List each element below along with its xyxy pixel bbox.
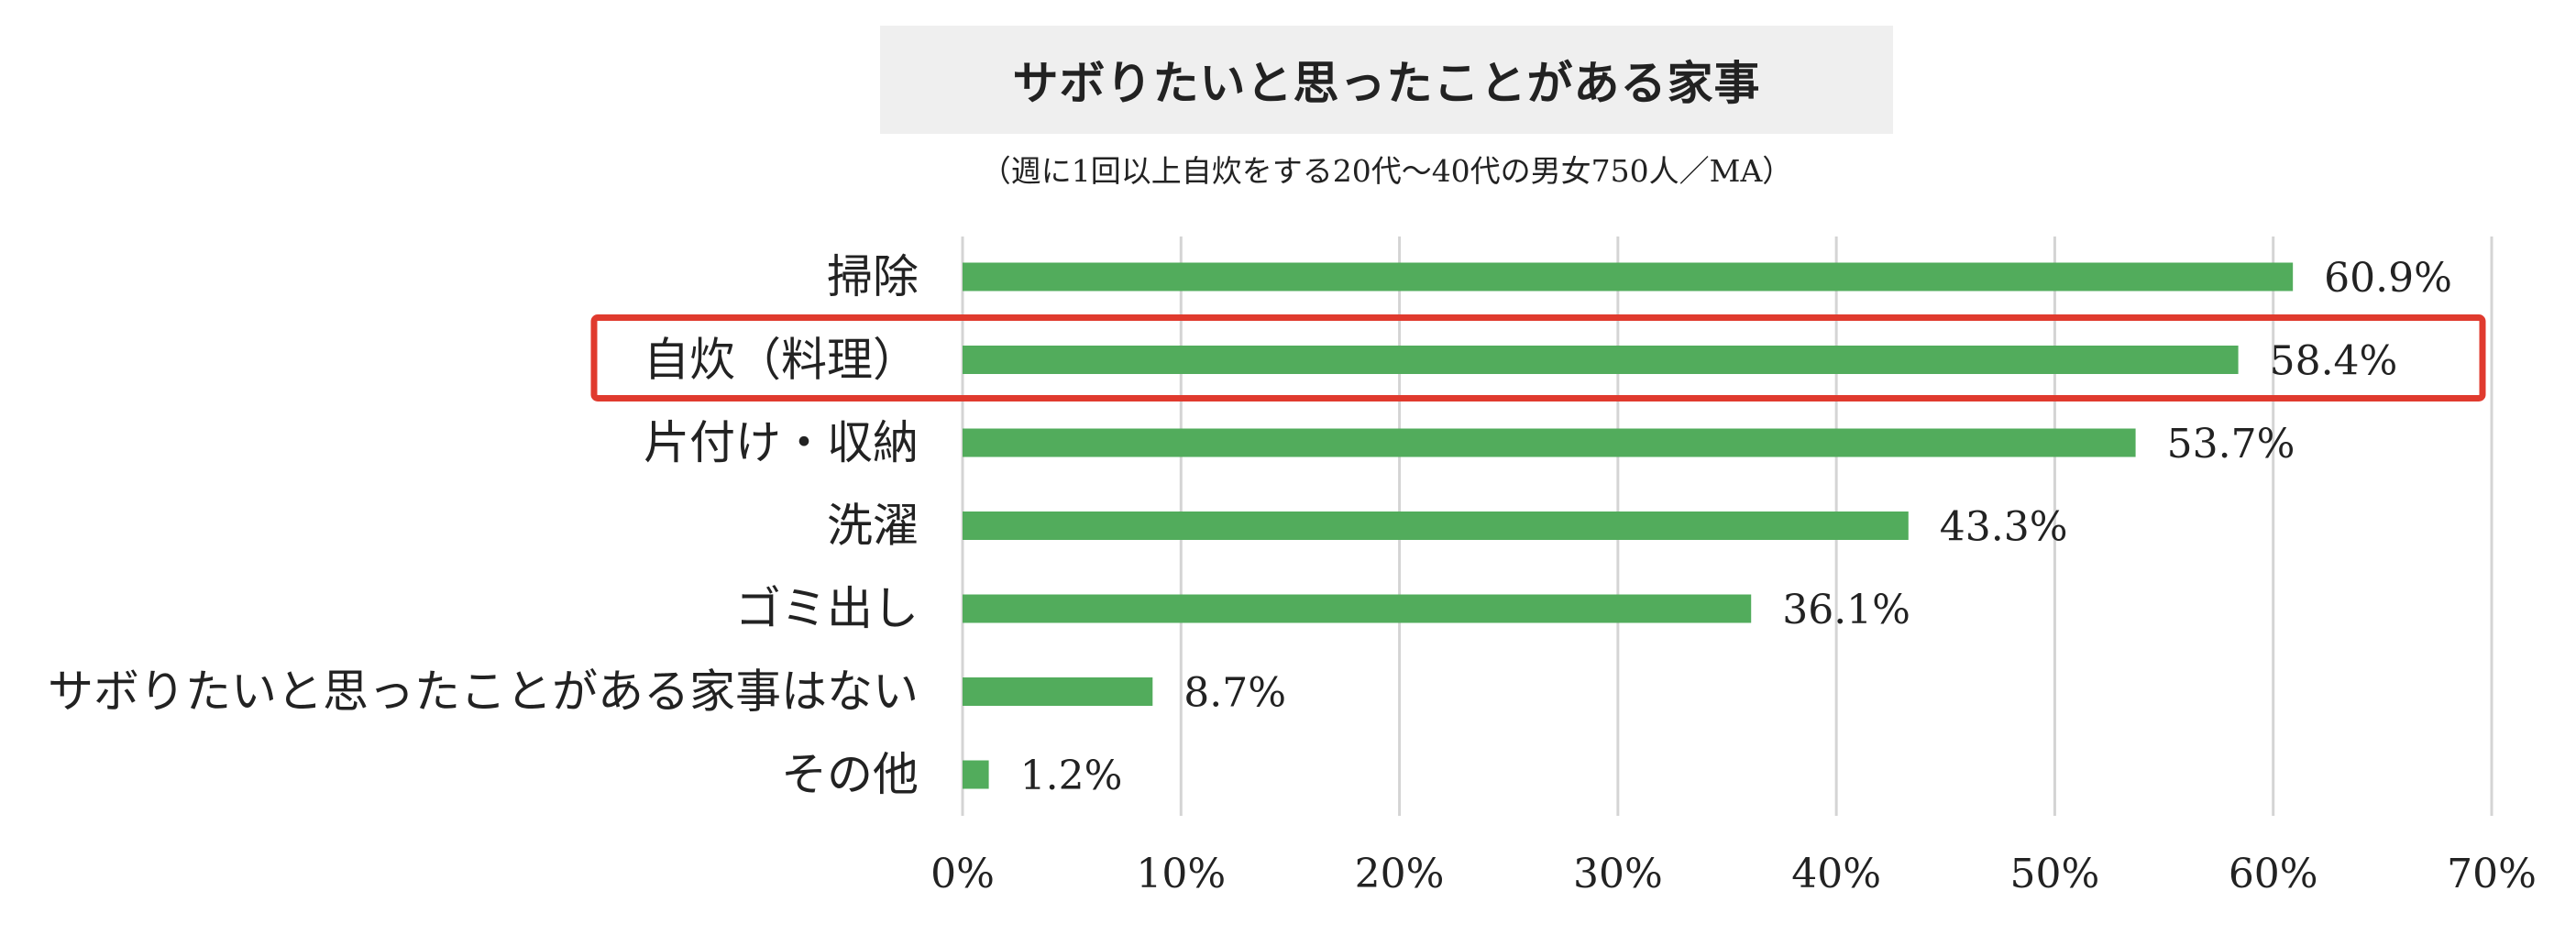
chart-title: サボりたいと思ったことがある家事 [1012, 56, 1761, 110]
value-label: 1.2% [1020, 753, 1123, 799]
value-label: 43.3% [1940, 504, 2068, 551]
value-label: 53.7% [2167, 421, 2295, 468]
x-tick-label: 30% [1573, 851, 1663, 897]
x-tick-label: 20% [1355, 851, 1445, 897]
x-tick-label: 40% [1791, 851, 1881, 897]
highlight-frame [590, 314, 2486, 402]
chart-subtitle: （週に1回以上自炊をする20代〜40代の男女750人／MA） [980, 153, 1793, 189]
value-label: 36.1% [1782, 587, 1910, 633]
x-tick-label: 50% [2010, 851, 2100, 897]
x-tick-label: 0% [930, 851, 995, 897]
value-label: 60.9% [2324, 255, 2452, 302]
x-tick-label: 60% [2229, 851, 2318, 897]
category-label: 自炊（料理） [644, 334, 919, 387]
chart-title-box: サボりたいと思ったことがある家事 [880, 26, 1893, 134]
labels: 0% 10% 20% 30% 40% 50% 60% 70% 掃除 60.9% 自炊（料理） 58.4… [48, 250, 2537, 897]
category-label: 片付け・収納 [644, 416, 919, 469]
category-label: 洗濯 [827, 500, 919, 553]
x-tick-label: 70% [2447, 851, 2537, 897]
category-label: その他 [781, 748, 919, 801]
value-label: 58.4% [2270, 338, 2398, 385]
category-label: 掃除 [827, 250, 919, 303]
bar [963, 512, 1909, 540]
value-label: 8.7% [1183, 670, 1286, 717]
category-label: サボりたいと思ったことがある家事はない [48, 666, 919, 719]
category-label: ゴミ出し [735, 582, 919, 635]
bar [963, 428, 2136, 457]
bar [963, 594, 1752, 623]
bars [963, 262, 2294, 789]
bar [963, 760, 989, 789]
bar [963, 346, 2239, 374]
bar [963, 677, 1153, 706]
bar [963, 262, 2294, 292]
x-tick-label: 10% [1136, 851, 1226, 897]
